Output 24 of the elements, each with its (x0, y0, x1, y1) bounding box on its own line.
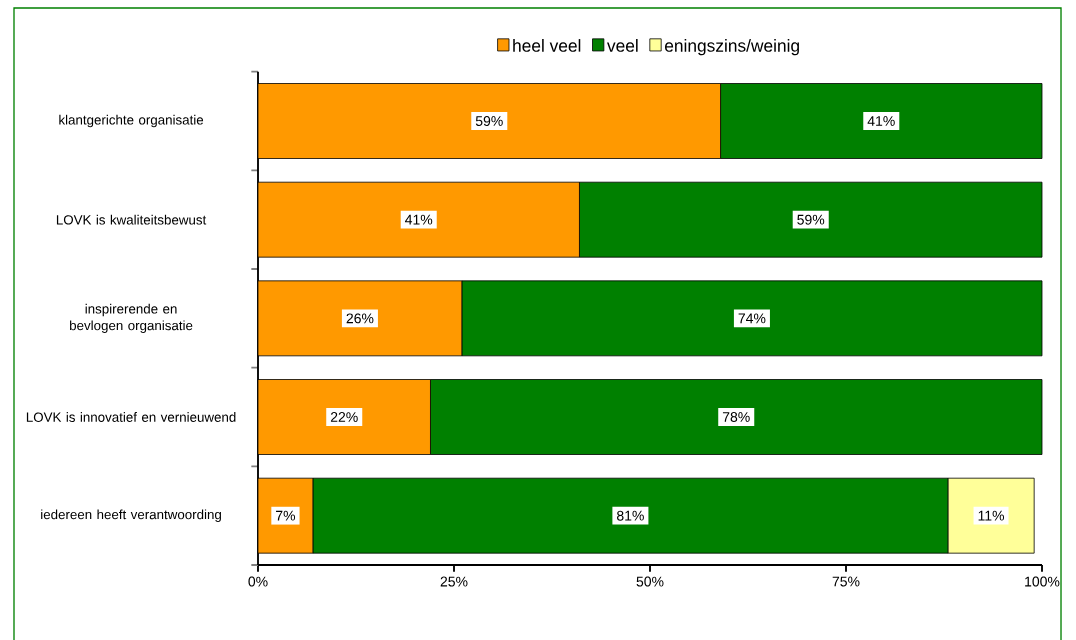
legend-label: eningszins/weinig (665, 39, 799, 56)
data-label: 26% (346, 313, 374, 324)
data-label: 22% (330, 412, 358, 422)
legend-label: veel (607, 39, 638, 52)
y-tick-label: inspirerende en bevlogen organisatie (70, 303, 193, 333)
data-label: 59% (475, 116, 503, 126)
data-label: 74% (738, 313, 766, 324)
data-label: 11% (978, 510, 1005, 521)
data-label: 7% (276, 510, 296, 521)
data-label: 78% (722, 412, 750, 422)
y-tick-label: klantgerichte organisatie (59, 114, 204, 128)
data-label: 41% (405, 214, 433, 225)
x-tick-label: 100% (1025, 576, 1060, 587)
x-tick-label: 50% (636, 576, 664, 587)
x-tick-label: 0% (248, 576, 268, 587)
data-label: 41% (867, 116, 895, 126)
x-tick-label: 75% (832, 576, 860, 587)
data-label: 59% (797, 214, 825, 225)
y-tick-label: LOVK is innovatief en vernieuwend (26, 412, 236, 422)
legend-label: heel veel (513, 39, 581, 52)
data-label: 81% (617, 510, 644, 521)
y-tick-label: iedereen heeft verantwoording (41, 509, 221, 522)
y-tick-label: LOVK is kwaliteitsbewust (56, 214, 207, 225)
x-tick-label: 25% (440, 576, 468, 587)
